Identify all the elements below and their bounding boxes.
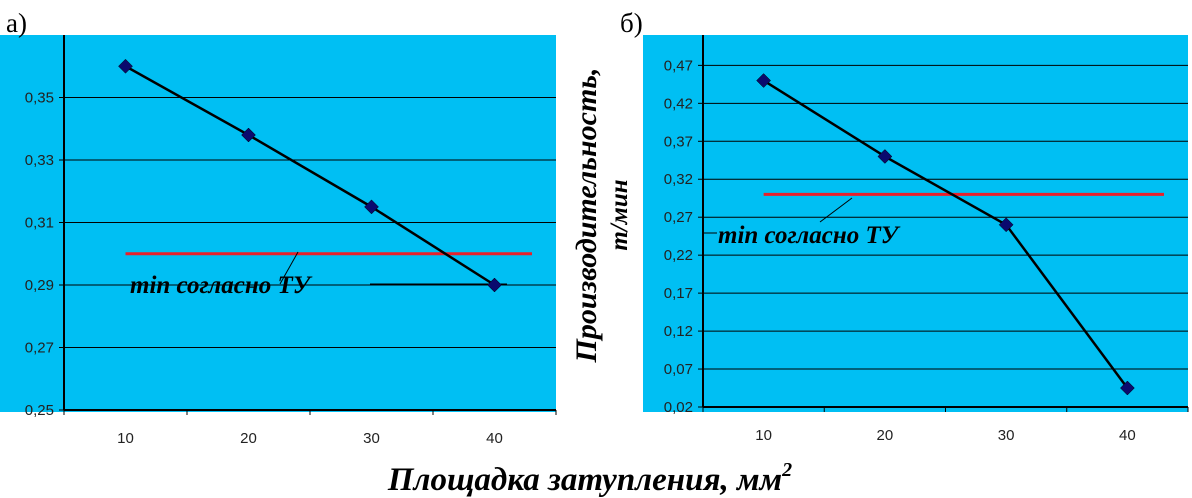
data-series-line: [762, 79, 1129, 389]
y-tick-label: 0,29: [25, 277, 54, 294]
x-axis-label-text: Площадка затупления, мм: [387, 462, 782, 498]
data-point-marker: [877, 149, 893, 164]
y-axis-label: Производительность,: [570, 67, 603, 363]
x-tick-label: 20: [240, 430, 257, 447]
data-point-marker: [1120, 380, 1135, 396]
y-tick-label: 0,22: [664, 247, 693, 264]
panel-label-a: а): [6, 8, 27, 38]
y-tick-label: 0,25: [25, 402, 54, 419]
x-tick-label: 10: [117, 430, 134, 447]
y-tick-label: 0,02: [664, 399, 693, 416]
data-point-marker: [118, 58, 133, 74]
annotation-pointer: [279, 251, 299, 285]
min-threshold-label: min согласно ТУ: [130, 272, 313, 299]
x-tick-label: 40: [486, 430, 503, 447]
min-threshold-label: min согласно ТУ: [718, 222, 901, 249]
annotation-pointer: [819, 197, 853, 223]
data-point-marker: [241, 127, 256, 143]
data-point-marker: [756, 73, 771, 88]
x-tick-label: 30: [998, 427, 1015, 444]
chart-area-background: [0, 35, 556, 412]
chart-panel-1: 0,25 0,27 0,29 0,31 0,33 0,35 10 20 30 40 min согл…: [0, 35, 557, 447]
y-tick-label: 0,47: [664, 57, 693, 74]
y-tick-label: 0,42: [664, 95, 693, 112]
y-tick-label: 0,35: [25, 90, 54, 107]
y-tick-label: 0,27: [25, 340, 54, 357]
x-axis-label: Площадка затупления, мм2: [387, 459, 792, 498]
data-series-line: [124, 65, 496, 287]
y-tick-label: 0,12: [664, 323, 693, 340]
data-point-marker: [487, 277, 502, 293]
x-tick-label: 30: [363, 430, 380, 447]
x-axis-label-superscript: 2: [781, 459, 792, 481]
y-tick-label: 0,17: [664, 285, 693, 302]
y-tick-label: 0,33: [25, 152, 54, 169]
x-tick-label: 20: [877, 427, 894, 444]
x-tick-label: 10: [755, 427, 772, 444]
chart-panel-2: 0,02 0,07 0,12 0,17 0,22 0,27 0,32 0,37 0,42 0,47…: [643, 35, 1189, 444]
panel-label-b: б): [620, 8, 643, 38]
x-tick-label: 40: [1119, 427, 1136, 444]
y-tick-label: 0,31: [25, 215, 54, 232]
y-tick-label: 0,32: [664, 171, 693, 188]
data-point-marker: [364, 199, 379, 215]
y-axis-unit: т/мин: [606, 179, 633, 250]
y-tick-label: 0,37: [664, 133, 693, 150]
y-tick-label: 0,07: [664, 361, 693, 378]
y-tick-label: 0,27: [664, 209, 693, 226]
data-point-marker: [998, 217, 1014, 233]
